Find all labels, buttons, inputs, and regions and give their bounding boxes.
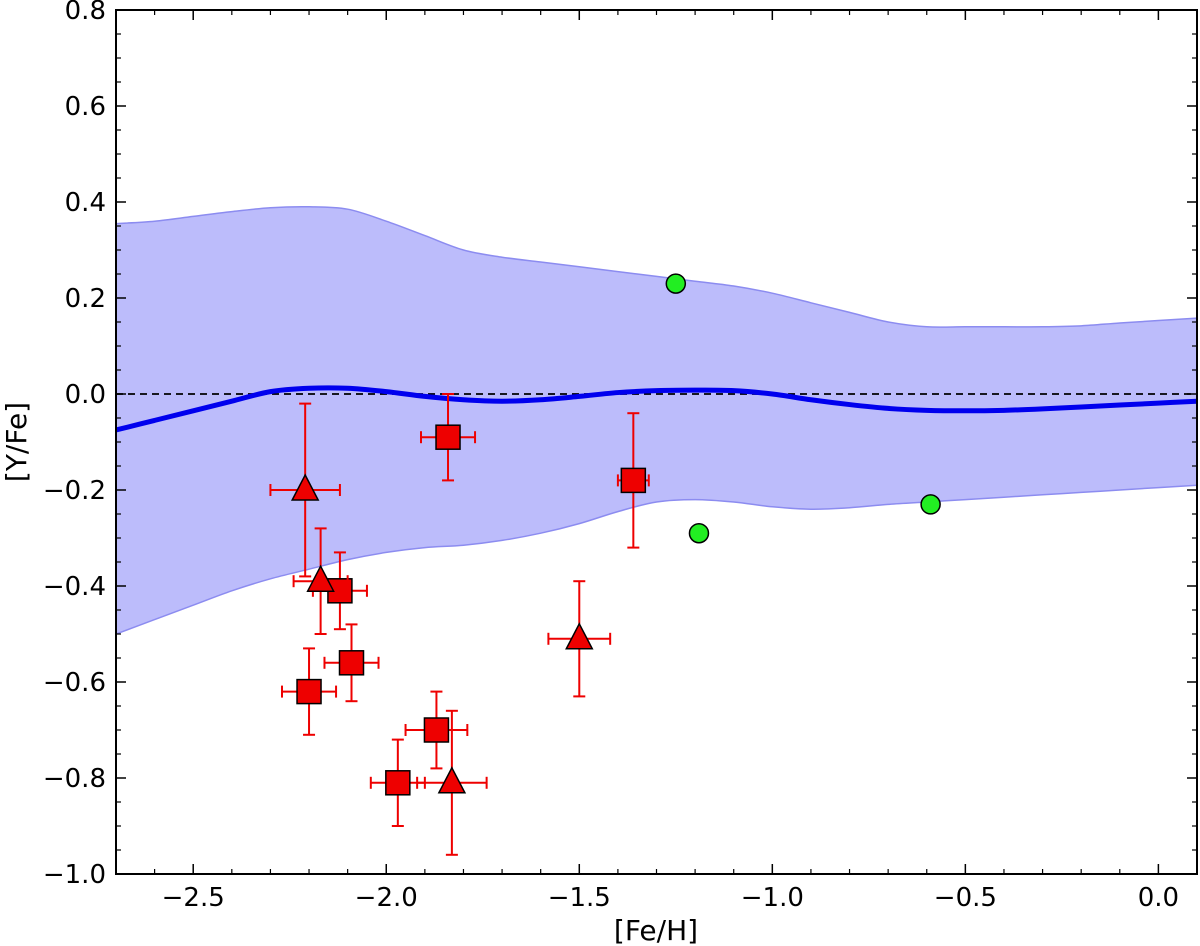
triangle-marker <box>437 766 467 794</box>
squares-point-5 <box>404 690 469 770</box>
y-axis-label: [Y/Fe] <box>0 402 33 482</box>
model-band-lower-edge <box>116 484 1197 635</box>
data-points-layer <box>269 273 941 856</box>
circle-marker <box>920 494 941 515</box>
circles-point-1 <box>688 522 710 544</box>
square-marker <box>435 424 461 450</box>
triangles-point-0 <box>269 402 341 578</box>
tick-labels-layer: −2.5 −2.0 −1.5 −1.0 −0.5 0.0 −1.0 −0.8 −0.6 −0.4 −… <box>43 0 1179 913</box>
y-tick-label: 0.2 <box>65 284 106 314</box>
x-tick-label: 0.0 <box>1138 883 1179 913</box>
x-tick-label: −1.5 <box>548 883 611 913</box>
model-band-fill <box>116 206 1197 634</box>
y-tick-label: −0.4 <box>43 572 106 602</box>
squares-point-4 <box>281 647 338 736</box>
model-band-layer <box>116 205 1197 635</box>
series-circles <box>665 273 941 544</box>
x-axis-label: [Fe/H] <box>614 914 698 946</box>
circle-marker <box>688 522 710 544</box>
squares-point-1 <box>616 412 650 549</box>
x-tick-label: −1.0 <box>741 883 804 913</box>
y-tick-label: 0.8 <box>65 0 106 26</box>
triangles-point-3 <box>416 709 488 856</box>
square-marker <box>385 770 411 796</box>
triangle-marker <box>565 622 594 650</box>
y-tick-label: 0.4 <box>65 188 106 218</box>
model-mean-line <box>116 385 1197 433</box>
square-marker <box>296 678 322 705</box>
squares-point-6 <box>369 738 426 827</box>
y-tick-label: −1.0 <box>43 860 106 890</box>
circles-point-2 <box>920 494 941 515</box>
axis-ticks-layer <box>115 9 1198 875</box>
square-marker <box>620 467 647 494</box>
series-triangles <box>269 402 612 856</box>
squares-point-3 <box>323 623 380 703</box>
x-tick-label: −2.5 <box>162 883 225 913</box>
y-tick-label: 0.6 <box>65 92 106 122</box>
square-marker <box>338 650 365 676</box>
triangles-point-1 <box>292 527 349 635</box>
circles-point-0 <box>665 273 687 294</box>
y-tick-label: −0.6 <box>43 668 106 698</box>
triangle-marker <box>306 564 335 592</box>
x-tick-label: −0.5 <box>934 883 997 913</box>
x-tick-label: −2.0 <box>355 883 418 913</box>
model-line-layer <box>116 385 1197 433</box>
y-tick-label: −0.2 <box>43 476 106 506</box>
square-marker <box>423 717 450 743</box>
circle-marker <box>665 273 687 294</box>
model-band-upper-edge <box>116 205 1197 328</box>
triangles-point-2 <box>547 580 612 698</box>
y-tick-label: 0.0 <box>65 380 106 410</box>
y-tick-label: −0.8 <box>43 764 106 794</box>
squares-point-0 <box>419 393 477 482</box>
triangle-marker <box>290 473 320 501</box>
series-squares <box>281 393 650 827</box>
